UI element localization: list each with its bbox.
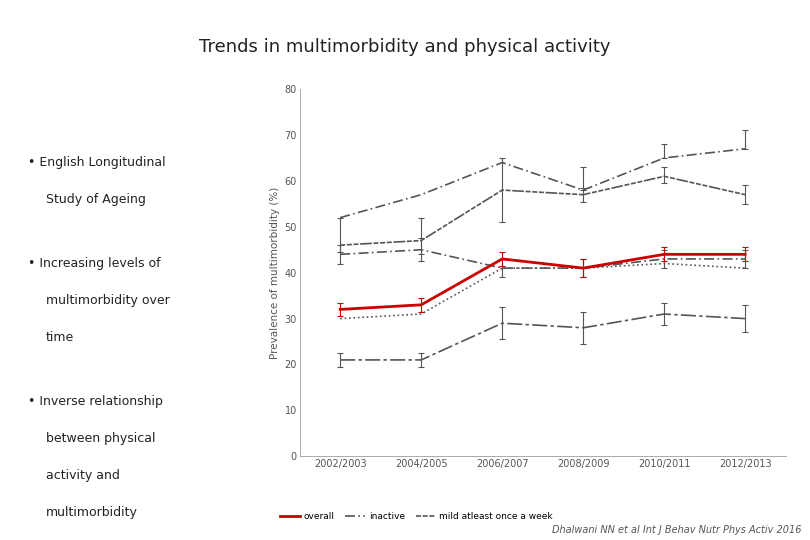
Text: • Inverse relationship: • Inverse relationship	[28, 395, 163, 408]
Text: multimorbidity over: multimorbidity over	[45, 294, 169, 307]
Text: • Increasing levels of: • Increasing levels of	[28, 258, 160, 271]
Text: time: time	[45, 332, 74, 345]
Text: activity and: activity and	[45, 469, 120, 482]
Text: between physical: between physical	[45, 433, 156, 446]
Text: • English Longitudinal: • English Longitudinal	[28, 157, 165, 170]
Y-axis label: Prevalence of multimorbidity (%): Prevalence of multimorbidity (%)	[271, 187, 280, 359]
Text: Study of Ageing: Study of Ageing	[45, 193, 146, 206]
Text: Dhalwani NN et al Int J Behav Nutr Phys Activ 2016: Dhalwani NN et al Int J Behav Nutr Phys …	[552, 524, 802, 535]
Text: Trends in multimorbidity and physical activity: Trends in multimorbidity and physical ac…	[199, 38, 611, 56]
Text: multimorbidity: multimorbidity	[45, 507, 138, 519]
